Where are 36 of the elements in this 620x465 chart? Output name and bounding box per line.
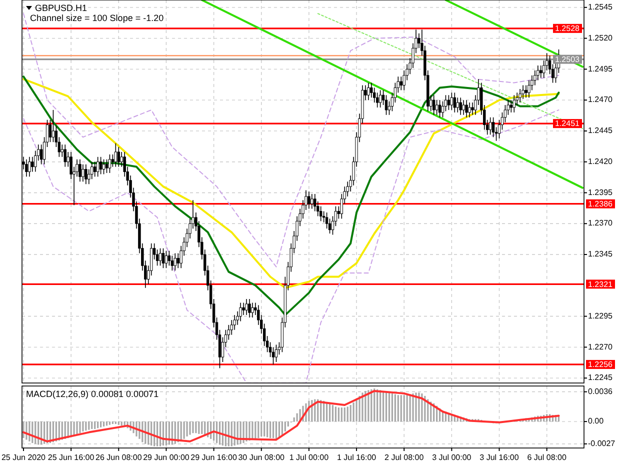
x-tick-label: 25 Jun 2020 (1, 453, 46, 462)
x-tick-label: 25 Jun 16:00 (48, 453, 95, 462)
x-tick-label: 30 Jun 08:00 (238, 453, 286, 462)
y-tick-label: 1.2470 (588, 95, 614, 104)
y-tick-label: 1.2520 (588, 33, 614, 42)
ref-line-label: 1.2451 (555, 119, 580, 128)
ref-line-label: 1.2503 (555, 54, 580, 64)
x-tick-label: 29 Jun 16:00 (190, 453, 238, 462)
x-tick-label: 1 Jul 00:00 (289, 453, 330, 462)
x-tick-label: 3 Jul 16:00 (480, 453, 520, 462)
y-tick-label: -0.0027 (588, 438, 616, 448)
y-tick-label: 1.2270 (588, 342, 614, 352)
chart-title: MACD(12,26,9) 0.00081 0.00071 (26, 389, 159, 399)
x-tick-label: 3 Jul 00:00 (432, 453, 472, 462)
y-tick-label: 1.2345 (588, 250, 614, 259)
y-tick-label: 1.2495 (588, 64, 614, 74)
y-tick-label: 1.2420 (588, 156, 614, 166)
x-tick-label: 26 Jun 08:00 (96, 453, 142, 462)
chart-title: GBPUSD.H1 (35, 3, 88, 13)
x-tick-label: 6 Jul 08:00 (527, 453, 567, 462)
y-tick-label: 1.2395 (588, 188, 614, 197)
text: Channel size = 100 Slope = -1.20 (30, 13, 164, 23)
y-tick-label: 1.2545 (588, 2, 614, 12)
y-tick-label: 1.2445 (588, 126, 614, 136)
ref-line-label: 1.2256 (588, 360, 614, 370)
y-tick-label: 1.2295 (588, 311, 614, 320)
x-tick-label: 2 Jul 08:00 (384, 453, 424, 462)
y-tick-label: 1.2370 (588, 218, 614, 228)
ref-line-label: 1.2321 (588, 280, 614, 289)
y-tick-label: 1.2245 (588, 373, 614, 382)
x-tick-label: 29 Jun 00:00 (143, 453, 190, 462)
ref-line-label: 1.2386 (588, 199, 614, 208)
x-tick-label: 1 Jul 16:00 (336, 453, 377, 462)
ref-line-label: 1.2528 (555, 24, 580, 34)
y-tick-label: 0.0036 (588, 386, 614, 396)
y-tick-label: 0.00 (588, 416, 604, 426)
